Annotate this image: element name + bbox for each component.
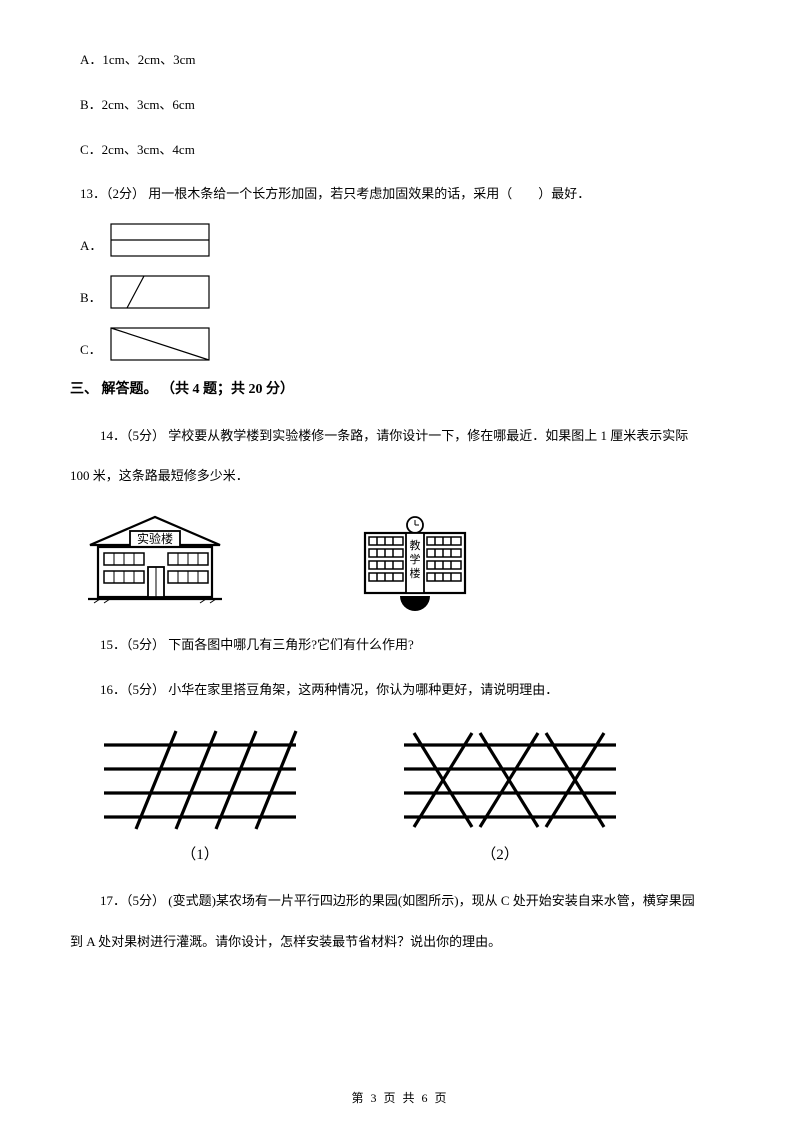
- q16-text: 16．（5分） 小华在家里搭豆角架，这两种情况，你认为哪种更好，请说明理由．: [70, 680, 730, 701]
- page-footer: 第 3 页 共 6 页: [0, 1089, 800, 1108]
- q16-labels: （1） （2）: [100, 843, 730, 867]
- q13-optC-label: C．: [80, 340, 102, 361]
- rect-partial-diag-icon: [110, 275, 210, 309]
- grid-parallel-icon: [100, 725, 300, 835]
- q17-line2: 到 A 处对果树进行灌溉。请你设计，怎样安装最节省材料？说出你的理由。: [70, 932, 730, 953]
- svg-text:学: 学: [410, 552, 421, 566]
- q13-option-c: C．: [80, 327, 730, 361]
- q13-optB-label: B．: [80, 288, 102, 309]
- q12-option-b: B．2cm、3cm、6cm: [70, 95, 730, 116]
- q14-buildings: 实验楼 教 学 楼: [80, 511, 730, 611]
- section-3-title: 三、 解答题。 （共 4 题；共 20 分）: [70, 379, 730, 401]
- q13-option-a: A．: [80, 223, 730, 257]
- grid-cross-icon: [400, 725, 620, 835]
- q16-grids: [100, 725, 730, 835]
- teaching-building-icon: 教 学 楼: [350, 511, 480, 611]
- q16-label-2: （2）: [400, 843, 600, 867]
- q15-text: 15．（5分） 下面各图中哪几有三角形?它们有什么作用?: [70, 635, 730, 656]
- svg-text:实验楼: 实验楼: [137, 531, 173, 546]
- rect-full-diag-icon: [110, 327, 210, 361]
- q16-label-1: （1）: [100, 843, 300, 867]
- q17-line1: 17．（5分） (变式题)某农场有一片平行四边形的果园(如图所示)，现从 C 处…: [70, 891, 730, 912]
- q12-option-c: C．2cm、3cm、4cm: [70, 140, 730, 161]
- q14-line1: 14．（5分） 学校要从教学楼到实验楼修一条路，请你设计一下，修在哪最近．如果图…: [70, 426, 730, 447]
- q14-line2: 100 米，这条路最短修多少米．: [70, 466, 730, 487]
- q13-optA-label: A．: [80, 236, 102, 257]
- rect-midline-icon: [110, 223, 210, 257]
- svg-text:楼: 楼: [410, 566, 421, 580]
- svg-text:教: 教: [410, 539, 421, 552]
- lab-building-icon: 实验楼: [80, 511, 230, 611]
- q13-stem: 13．（2分） 用一根木条给一个长方形加固，若只考虑加固效果的话，采用（ ）最好…: [70, 184, 730, 205]
- q13-option-b: B．: [80, 275, 730, 309]
- q12-option-a: A．1cm、2cm、3cm: [70, 50, 730, 71]
